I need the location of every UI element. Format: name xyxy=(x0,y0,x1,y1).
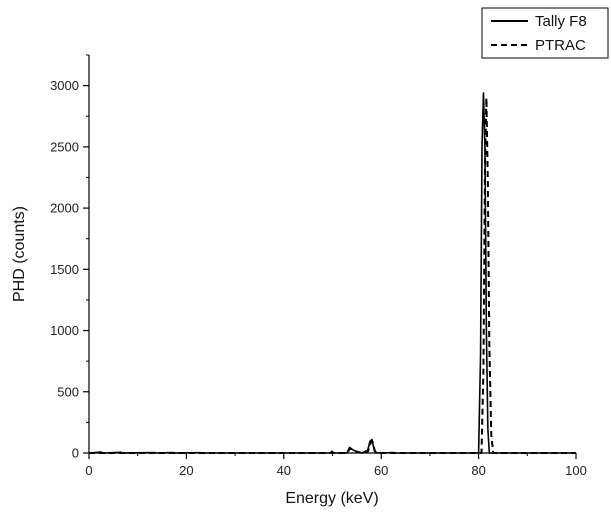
x-tick-label: 80 xyxy=(471,463,485,478)
y-tick-label: 2000 xyxy=(50,201,79,216)
series-line-tally-f8 xyxy=(88,92,576,454)
y-tick-label: 1500 xyxy=(50,262,79,277)
y-tick-label: 2500 xyxy=(50,139,79,154)
x-tick-label: 100 xyxy=(565,463,587,478)
x-tick-label: 20 xyxy=(179,463,193,478)
y-tick-label: 500 xyxy=(57,384,79,399)
x-tick-label: 40 xyxy=(277,463,291,478)
x-axis-title: Energy (keV) xyxy=(285,490,378,507)
y-axis-title: PHD (counts) xyxy=(11,206,28,302)
legend: Tally F8 PTRAC xyxy=(481,7,609,59)
series-group xyxy=(88,92,576,454)
x-tick-label: 60 xyxy=(374,463,388,478)
y-tick-label: 3000 xyxy=(50,78,79,93)
x-ticks: 0 20 40 60 80 100 xyxy=(85,453,587,478)
legend-box xyxy=(481,7,609,59)
legend-label-ptrac: PTRAC xyxy=(535,37,586,54)
x-tick-label: 0 xyxy=(85,463,92,478)
y-ticks: 0 500 1000 1500 2000 2500 3000 xyxy=(50,54,89,461)
series-line-ptrac xyxy=(89,96,576,454)
legend-label-tally-f8: Tally F8 xyxy=(535,13,587,30)
y-tick-label: 1000 xyxy=(50,323,79,338)
y-tick-label: 0 xyxy=(72,446,79,461)
